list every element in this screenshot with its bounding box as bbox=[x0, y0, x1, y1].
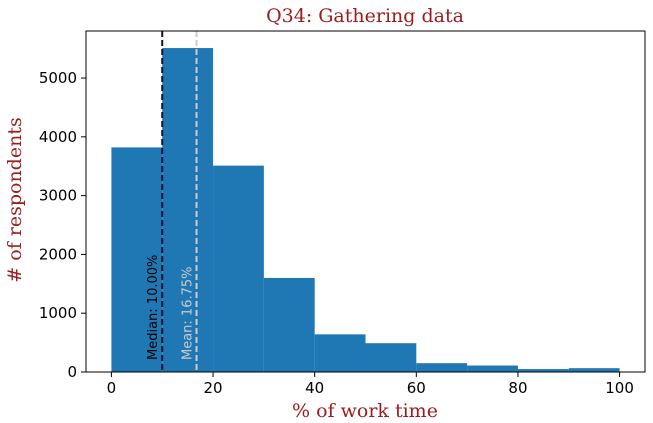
bar-90-100 bbox=[568, 368, 620, 372]
median-label: Median: 10.00% bbox=[146, 255, 161, 360]
annotations-group: Median: 10.00% Mean: 16.75% bbox=[146, 31, 198, 372]
y-tick-label: 1000 bbox=[39, 304, 77, 322]
bar-70-80 bbox=[467, 365, 518, 372]
y-tick-label: 2000 bbox=[39, 245, 77, 263]
x-tick-label: 0 bbox=[107, 379, 117, 397]
bar-60-70 bbox=[416, 363, 468, 372]
bar-0-10 bbox=[111, 147, 163, 372]
bar-50-60 bbox=[365, 343, 417, 372]
x-tick-label: 20 bbox=[203, 379, 222, 397]
x-tick-label: 100 bbox=[605, 379, 634, 397]
x-axis-label: % of work time bbox=[292, 400, 438, 422]
plot-frame bbox=[85, 30, 646, 373]
chart-title: Q34: Gathering data bbox=[266, 5, 464, 27]
bar-80-90 bbox=[517, 369, 569, 372]
y-axis: 0 1000 2000 3000 4000 5000 bbox=[39, 69, 86, 381]
x-tick-label: 40 bbox=[305, 379, 324, 397]
bar-10-20 bbox=[162, 48, 214, 373]
y-tick-label: 0 bbox=[67, 363, 77, 381]
bars-group bbox=[111, 48, 620, 373]
x-tick-label: 60 bbox=[407, 379, 426, 397]
y-axis-label: # of respondents bbox=[4, 117, 26, 282]
bar-40-50 bbox=[314, 334, 366, 372]
x-tick-label: 80 bbox=[508, 379, 527, 397]
bar-30-40 bbox=[263, 277, 315, 372]
bar-20-30 bbox=[213, 165, 264, 372]
y-tick-label: 4000 bbox=[39, 128, 77, 146]
mean-label: Mean: 16.75% bbox=[181, 266, 196, 360]
x-axis: 0 20 40 60 80 100 bbox=[107, 372, 634, 397]
y-tick-label: 5000 bbox=[39, 69, 77, 87]
y-tick-label: 3000 bbox=[39, 187, 77, 205]
